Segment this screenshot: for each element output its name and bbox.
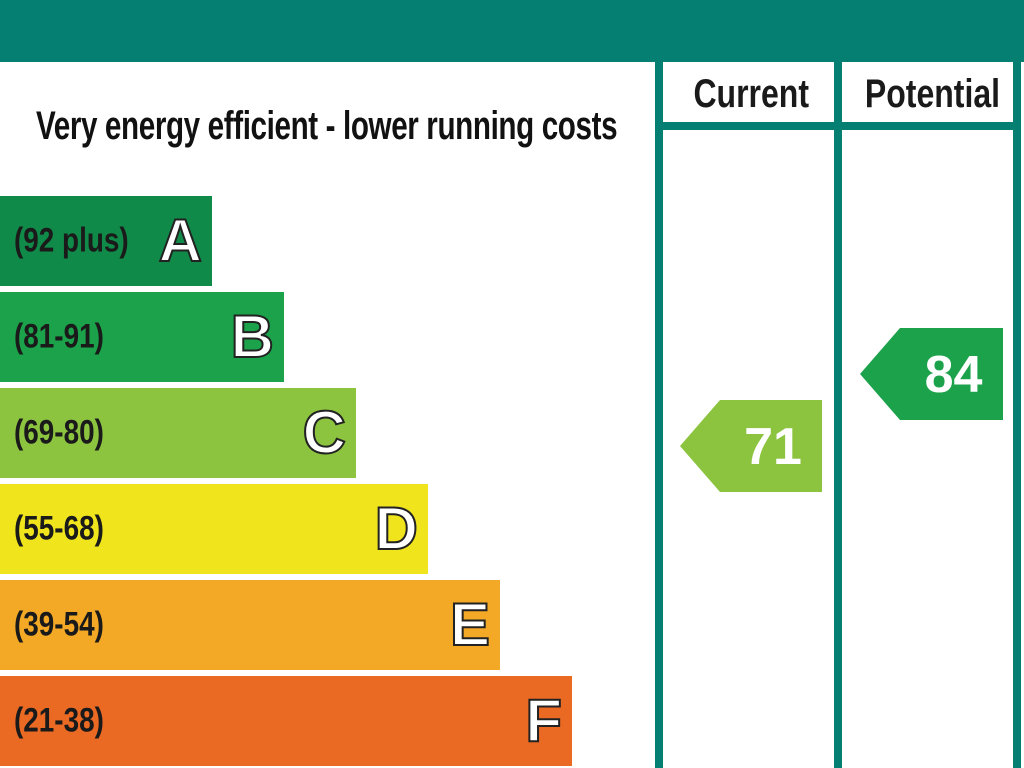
- band-letter: E: [449, 591, 491, 658]
- current-column-header: Current: [668, 66, 834, 122]
- potential-column-label: Potential: [864, 72, 1001, 116]
- column-divider-2: [1013, 60, 1021, 768]
- potential-header-rule: [838, 122, 1021, 130]
- potential-rating-value: 84: [925, 346, 983, 404]
- band-letter: F: [524, 687, 563, 754]
- column-divider-1: [834, 60, 842, 768]
- band-letter: C: [302, 399, 347, 466]
- current-rating-value: 71: [744, 418, 802, 476]
- current-rating-arrow: [680, 400, 822, 492]
- band-e: (39-54) E: [0, 580, 500, 670]
- potential-column-header: Potential: [848, 66, 1014, 122]
- band-letter: B: [230, 303, 275, 370]
- band-f: (21-38) F: [0, 676, 572, 766]
- chart-title: Very energy efficient - lower running co…: [36, 104, 618, 148]
- band-letter: A: [158, 207, 203, 274]
- band-range-label: (55-68): [14, 509, 104, 548]
- column-divider-0: [655, 60, 663, 768]
- band-range-label: (69-80): [14, 413, 104, 452]
- potential-rating-arrow: [860, 328, 1003, 420]
- band-c: (69-80) C: [0, 388, 356, 478]
- band-range-label: (92 plus): [14, 221, 129, 260]
- current-header-rule: [659, 122, 839, 130]
- band-range-label: (39-54): [14, 605, 104, 644]
- rating-bands: (92 plus) A (81-91) B (69-80) C (55-68) D (39-54…: [0, 196, 572, 766]
- band-d: (55-68) D: [0, 484, 428, 574]
- band-a: (92 plus) A: [0, 196, 212, 286]
- band-letter: D: [374, 495, 419, 562]
- band-b: (81-91) B: [0, 292, 284, 382]
- header-bar: [0, 0, 1024, 62]
- band-range-label: (21-38): [14, 701, 104, 740]
- band-range-label: (81-91): [14, 317, 104, 356]
- current-column-label: Current: [693, 72, 809, 116]
